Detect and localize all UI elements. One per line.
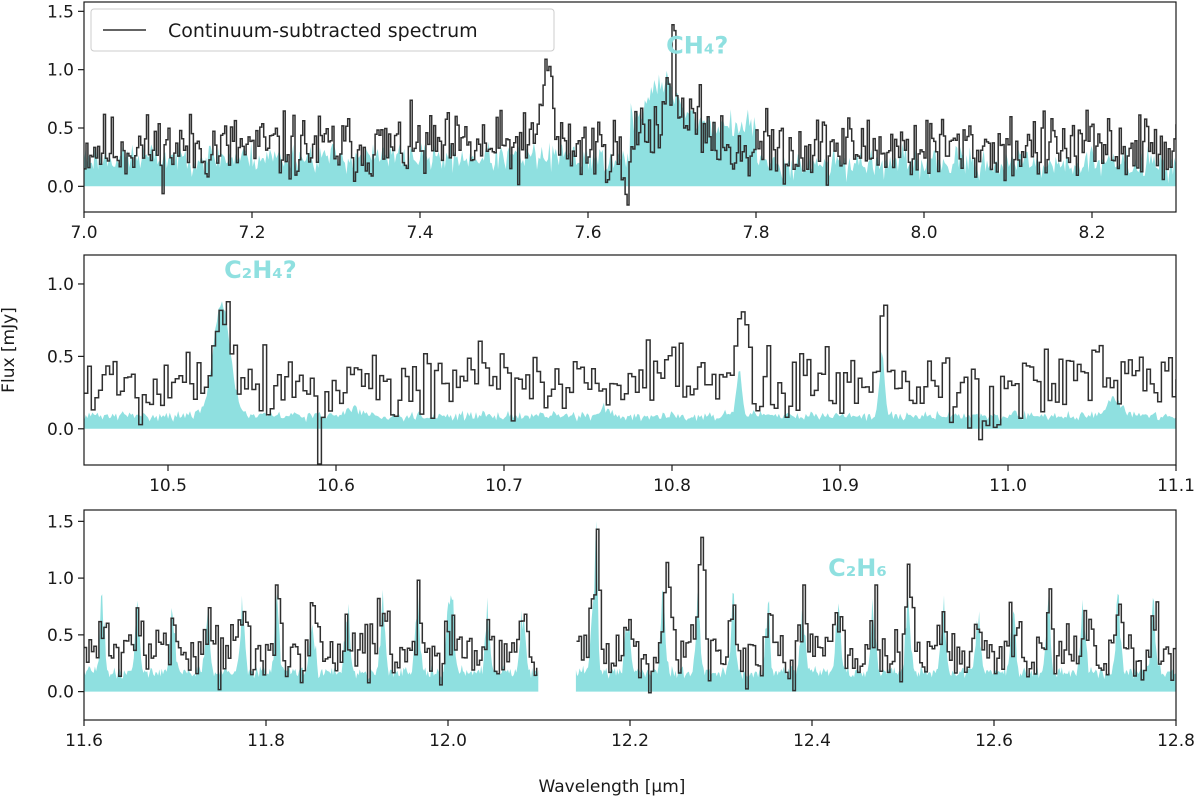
molecule-annotation: CH₄? [666,31,728,59]
x-tick-label: 7.2 [238,223,265,243]
molecule-annotation: C₂H₄? [224,256,297,284]
spectrum-series-line [84,24,1176,206]
y-tick-label: 1.0 [47,569,74,589]
y-tick-label: 0.0 [47,177,74,197]
plot-area [84,24,1176,206]
x-tick-label: 12.4 [793,731,831,751]
legend: Continuum-subtracted spectrum [90,8,555,52]
spectrum-series-line [576,528,1176,694]
axes-frame [83,254,1177,466]
x-tick-label: 12.8 [1157,731,1195,751]
x-tick-label: 8.2 [1078,223,1105,243]
plot-area [84,300,1176,465]
spectrum-series-line [84,300,1176,465]
panel-top-ch4: 7.0 7.2 7.4 7.6 7.8 8.0 8.2 0.0 0.5 1.0 1.5 CH₄? [47,1,1177,243]
legend-label: Continuum-subtracted spectrum [168,20,478,42]
legend-box [90,8,555,52]
x-tick-label: 7.4 [406,223,433,243]
x-tick-label: 12.6 [975,731,1013,751]
x-tick-label: 11.8 [247,731,285,751]
spectrum-series-line [84,579,538,691]
y-tick-label: 0.0 [47,420,74,440]
panel-middle-c2h4: 10.5 10.6 10.7 10.8 10.9 11.0 11.1 0.0 0.5 1.0 C₂H… [47,254,1195,496]
x-tick-label: 10.9 [821,476,859,496]
y-tick-label: 1.5 [47,2,74,22]
y-axis-label: Flux [mJy] [0,307,19,393]
x-tick-label: 12.2 [611,731,649,751]
x-axis-label: Wavelength [μm] [539,777,686,797]
y-tick-label: 0.0 [47,683,74,703]
y-tick-label: 0.5 [47,119,74,139]
y-tick-label: 0.5 [47,626,74,646]
model-series-fill [84,301,1176,429]
axes-frame [83,1,1177,213]
x-tick-label: 10.8 [653,476,691,496]
molecule-annotation: C₂H₆ [828,554,887,582]
y-tick-label: 0.5 [47,347,74,367]
x-tick-label: 7.0 [70,223,97,243]
plot-area [84,520,1176,694]
y-tick-label: 1.0 [47,275,74,295]
x-tick-label: 11.1 [1157,476,1195,496]
y-tick-label: 1.5 [47,512,74,532]
x-tick-label: 12.0 [429,731,467,751]
x-tick-label: 7.8 [742,223,769,243]
panel-bottom-c2h6: 11.6 11.8 12.0 12.2 12.4 12.6 12.8 0.0 0.5 1.0 1.5… [47,509,1195,751]
y-tick-label: 1.0 [47,61,74,81]
x-tick-label: 8.0 [910,223,937,243]
x-tick-label: 10.6 [317,476,355,496]
x-tick-label: 10.5 [149,476,187,496]
x-tick-label: 11.6 [65,731,103,751]
x-tick-label: 10.7 [485,476,523,496]
model-series-fill [575,520,1176,692]
x-tick-label: 7.6 [574,223,601,243]
x-tick-label: 11.0 [989,476,1027,496]
